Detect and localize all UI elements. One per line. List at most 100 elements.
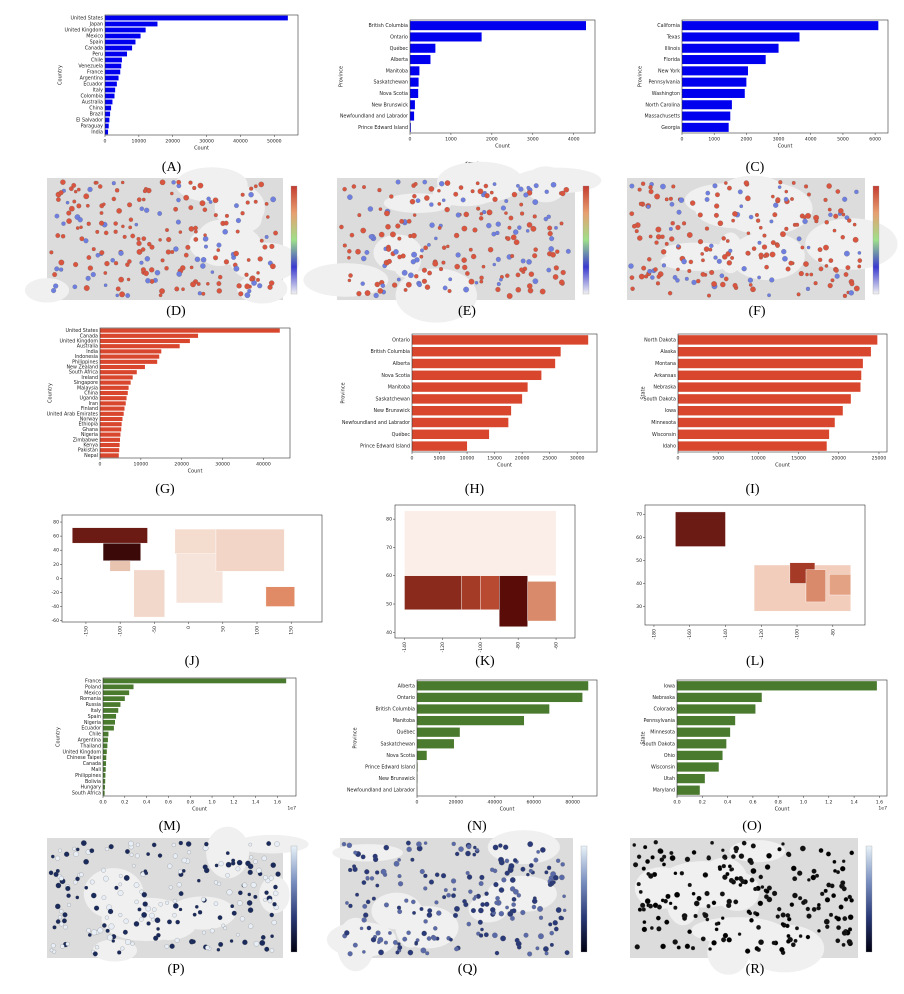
map-point: [136, 249, 143, 255]
map-point: [526, 259, 532, 265]
map-point: [271, 920, 277, 926]
map-point: [559, 874, 565, 881]
map-point: [377, 188, 382, 193]
map-point: [178, 840, 183, 846]
map-point: [559, 916, 564, 921]
map-point: [818, 257, 823, 262]
axes-frame: [676, 679, 888, 797]
map-point: [210, 270, 215, 274]
category-label: Nebraska: [653, 385, 676, 391]
x-tick-label: 0.8: [187, 800, 194, 806]
map-point: [489, 190, 494, 195]
map-point: [385, 224, 391, 230]
map-point: [423, 919, 428, 924]
land-area: [24, 278, 70, 303]
y-axis-label: Province: [339, 66, 345, 87]
map-point: [375, 870, 380, 875]
bar: [100, 416, 123, 422]
map-point: [194, 256, 201, 263]
map-point: [84, 885, 89, 890]
map-point: [119, 291, 125, 298]
map-point: [506, 293, 513, 299]
map-point: [709, 270, 715, 275]
category-label: Alberta: [398, 683, 415, 689]
map-point: [681, 258, 687, 265]
map-point: [403, 288, 408, 292]
map-point: [249, 855, 254, 860]
map-point: [530, 225, 537, 232]
map-point: [788, 260, 794, 266]
map-point: [117, 950, 122, 955]
map-point: [754, 911, 760, 917]
map-point: [801, 900, 806, 905]
map-point: [58, 848, 62, 853]
map-point: [501, 877, 507, 883]
map-point: [738, 853, 745, 859]
map-point: [269, 243, 275, 249]
map-point: [717, 220, 724, 226]
map-point: [140, 267, 146, 273]
map-point: [648, 185, 653, 190]
map-point: [761, 244, 768, 250]
bar: [105, 69, 121, 75]
map-point: [824, 220, 829, 225]
map-point: [845, 265, 851, 271]
map-point: [504, 211, 508, 215]
panel-caption: (P): [167, 962, 184, 977]
map-point: [520, 211, 525, 216]
map-point: [852, 222, 857, 227]
category-label: Argentina: [80, 76, 103, 82]
map-point: [681, 221, 687, 226]
map-point: [528, 271, 535, 277]
bar: [677, 715, 736, 726]
bar: [412, 394, 523, 404]
map-point: [116, 208, 122, 214]
map-point: [857, 258, 863, 263]
map-point: [128, 840, 134, 847]
map-point: [490, 907, 496, 913]
map-point: [181, 857, 187, 864]
map-point: [783, 197, 789, 202]
bar: [100, 422, 122, 427]
x-tick-label: 1000: [708, 137, 720, 143]
map-point: [727, 864, 732, 869]
bar: [678, 370, 862, 381]
map-point: [799, 845, 806, 852]
map-point: [514, 937, 520, 943]
bar: [682, 55, 766, 65]
map-point: [672, 275, 678, 280]
map-point: [704, 226, 710, 231]
category-label: Ohio: [664, 753, 675, 759]
map-point: [510, 234, 517, 241]
map-point: [475, 848, 480, 852]
map-point: [511, 897, 517, 902]
map-point: [118, 276, 124, 283]
map-point: [89, 879, 95, 885]
map-point: [543, 216, 549, 222]
map-point: [628, 263, 634, 269]
map-point: [185, 841, 192, 847]
map-point: [509, 877, 516, 883]
map-point: [225, 873, 230, 878]
map-point: [660, 943, 666, 950]
map-point: [214, 863, 219, 868]
map-point: [86, 221, 91, 226]
map-point: [637, 235, 643, 241]
map-point: [149, 912, 155, 919]
map-point: [122, 234, 127, 239]
map-point: [546, 214, 551, 219]
panel-caption: (D): [166, 304, 186, 319]
category-label: Iran: [89, 401, 98, 407]
map-point: [784, 189, 789, 194]
map-point: [259, 940, 266, 946]
map-point: [519, 202, 524, 207]
category-label: Ontario: [392, 337, 410, 343]
map-point: [105, 847, 109, 851]
bar: [410, 77, 419, 87]
map-point: [531, 898, 538, 904]
map-point: [691, 891, 696, 896]
map-point: [256, 271, 260, 275]
map-point: [721, 236, 726, 241]
map-point: [513, 239, 520, 246]
y-axis-label: Country: [48, 383, 54, 403]
